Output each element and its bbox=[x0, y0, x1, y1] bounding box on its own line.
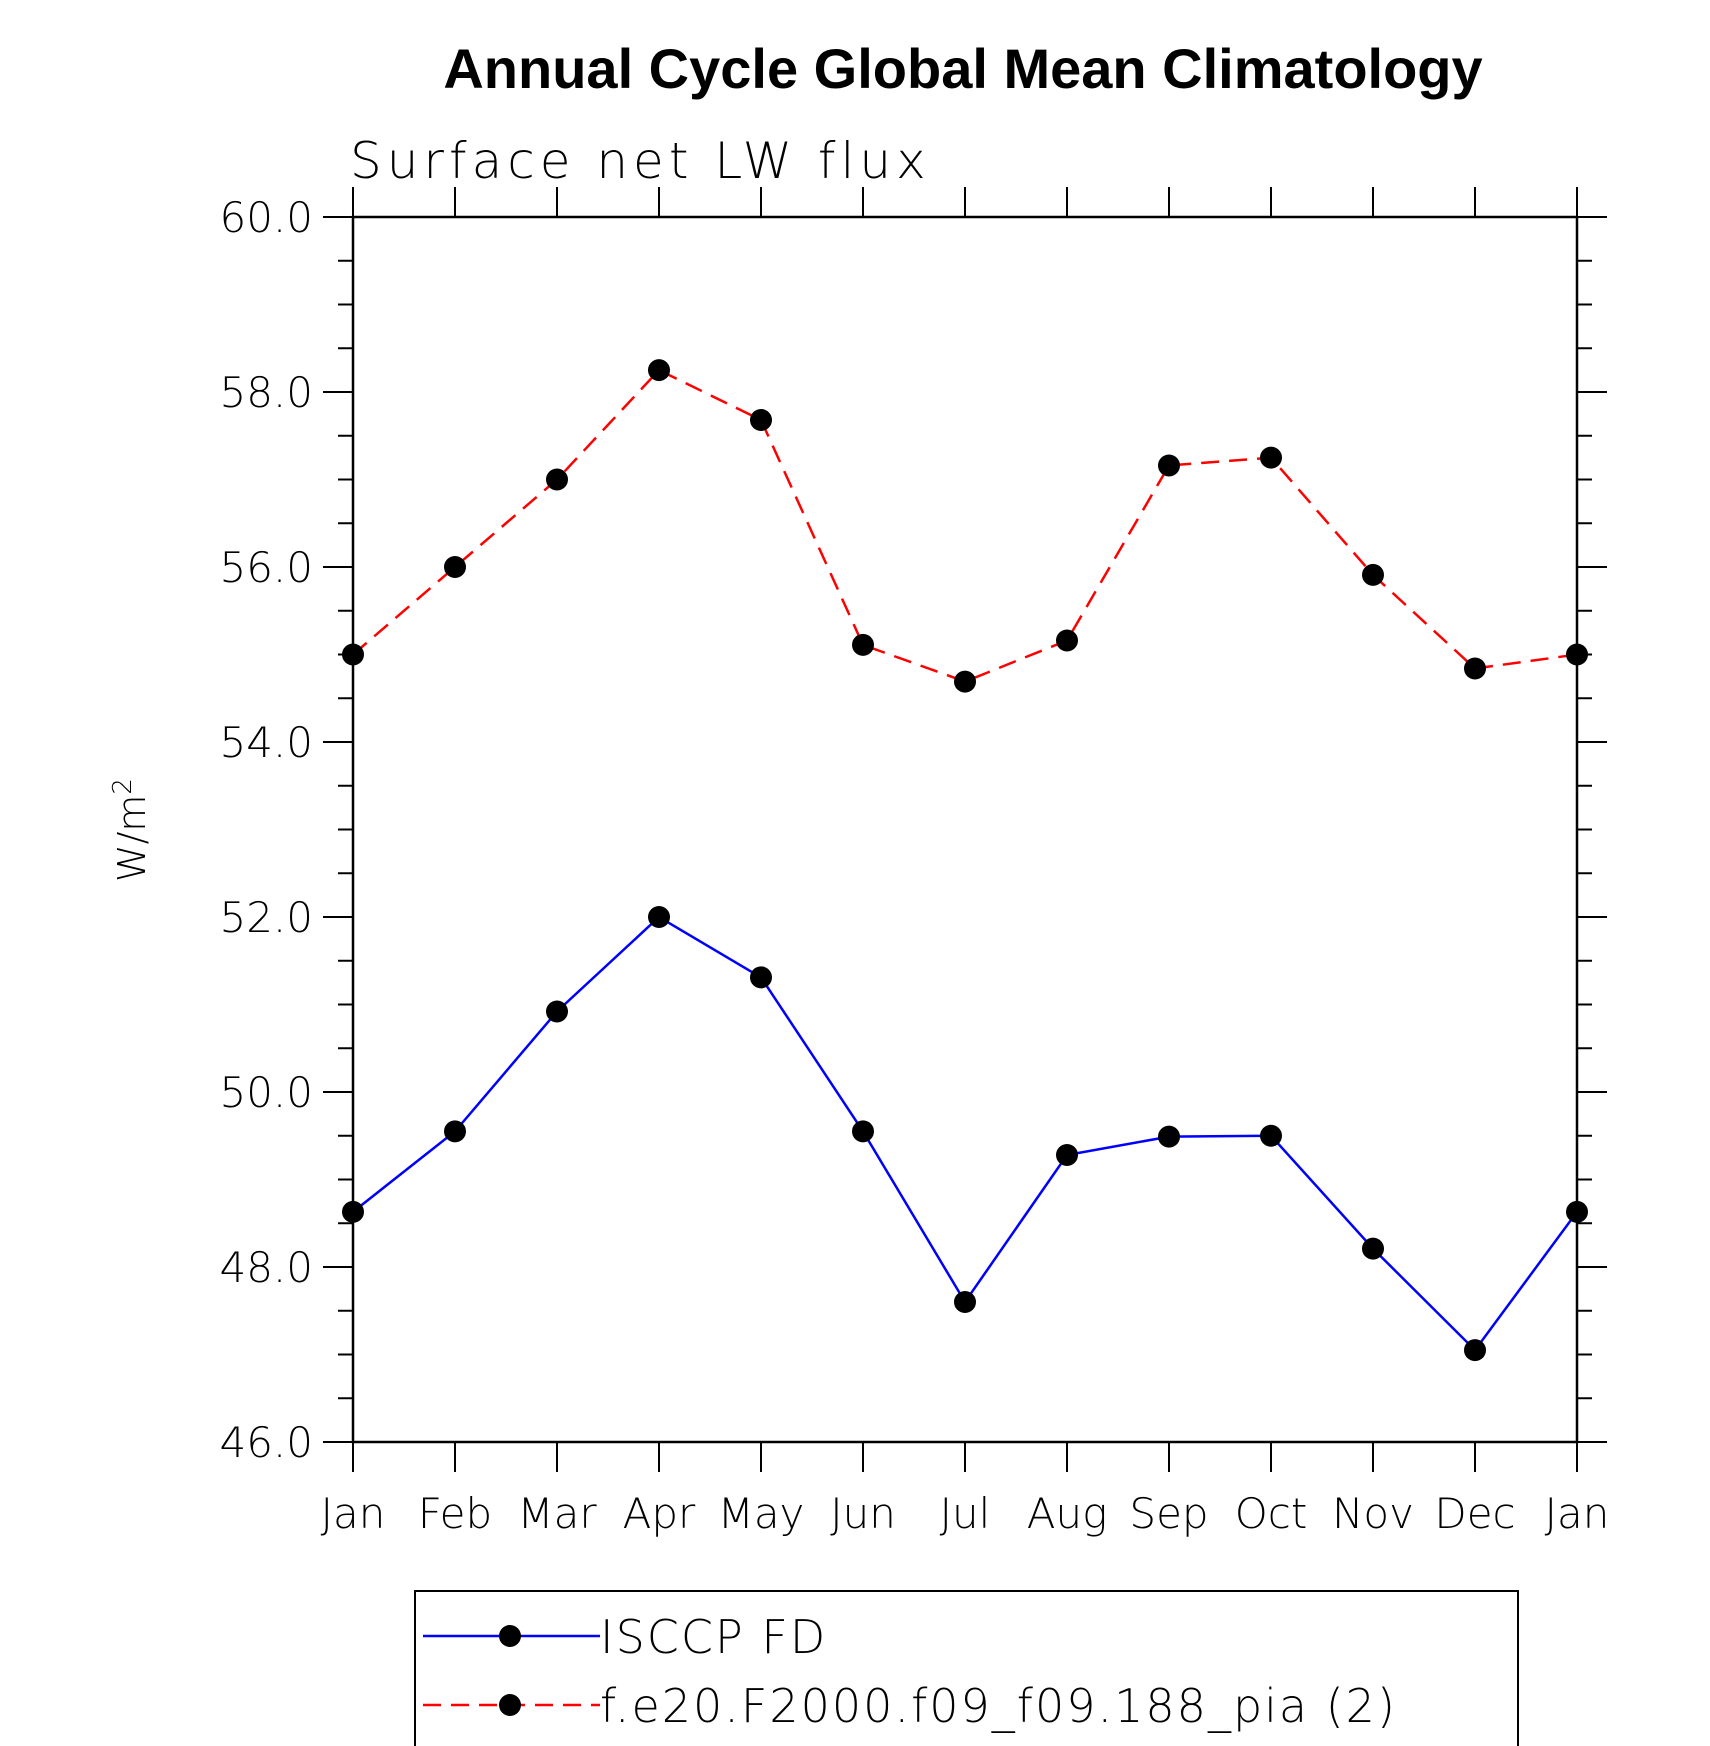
data-point-1 bbox=[1464, 657, 1486, 680]
x-tick-label: May bbox=[718, 1489, 805, 1538]
data-point-0 bbox=[852, 1120, 874, 1143]
x-tick-label: Apr bbox=[623, 1489, 696, 1538]
data-point-0 bbox=[750, 966, 772, 989]
plot-frame bbox=[351, 215, 1579, 1444]
data-point-1 bbox=[852, 633, 874, 656]
y-axis-title-superscript: 2 bbox=[108, 778, 138, 795]
x-tick-label: Dec bbox=[1434, 1489, 1515, 1538]
data-point-1 bbox=[1158, 454, 1180, 477]
legend-label-1: f.e20.F2000.f09_f09.188_pia (2) bbox=[600, 1679, 1397, 1733]
legend: ISCCP FD f.e20.F2000.f09_f09.188_pia (2) bbox=[414, 1590, 1519, 1746]
chart-title: Annual Cycle Global Mean Climatology bbox=[443, 37, 1482, 100]
x-tick-label: Aug bbox=[1027, 1489, 1108, 1538]
data-point-0 bbox=[444, 1120, 466, 1143]
x-tick-label: Oct bbox=[1235, 1489, 1308, 1538]
data-point-0 bbox=[342, 1200, 364, 1223]
data-point-1 bbox=[1566, 643, 1588, 666]
data-point-1 bbox=[954, 670, 976, 693]
y-tick-label: 56.0 bbox=[219, 543, 313, 592]
data-point-1 bbox=[1260, 446, 1282, 469]
x-tick-label: Feb bbox=[418, 1489, 492, 1538]
legend-swatch-marker-0 bbox=[499, 1625, 521, 1647]
y-tick-label: 50.0 bbox=[219, 1068, 313, 1117]
x-tick-label: Jan bbox=[1545, 1489, 1610, 1538]
y-tick-label: 52.0 bbox=[219, 893, 313, 942]
legend-swatch-marker-1 bbox=[499, 1694, 521, 1716]
svg-text:W/m2: W/m2 bbox=[108, 778, 154, 882]
chart-subtitle: Surface net LW flux bbox=[350, 132, 931, 190]
data-point-0 bbox=[1464, 1339, 1486, 1362]
data-point-0 bbox=[1056, 1144, 1078, 1166]
x-tick-label: Mar bbox=[517, 1489, 597, 1538]
data-point-0 bbox=[648, 906, 670, 928]
x-tick-label: Jan bbox=[321, 1489, 386, 1538]
data-point-0 bbox=[1260, 1124, 1282, 1147]
x-tick-label: Nov bbox=[1332, 1489, 1414, 1538]
legend-box bbox=[414, 1590, 1519, 1746]
data-point-1 bbox=[546, 468, 568, 491]
x-tick-label: Sep bbox=[1129, 1489, 1208, 1538]
data-point-1 bbox=[444, 556, 466, 578]
axes: 46.0 48.0 50.0 52.0 54.0 56.0 58.0 60.0 Jan Feb Ma… bbox=[219, 187, 1609, 1538]
y-axis-title: W/m2 bbox=[108, 778, 154, 882]
y-tick-label: 54.0 bbox=[219, 718, 313, 767]
x-tick-label: Jul bbox=[940, 1489, 991, 1538]
series-line-0 bbox=[352, 915, 1579, 1353]
data-point-1 bbox=[342, 643, 364, 666]
y-tick-label: 58.0 bbox=[219, 368, 313, 417]
y-axis-title-text: W/m bbox=[110, 795, 154, 882]
series-layer bbox=[342, 359, 1588, 1362]
data-point-0 bbox=[1362, 1237, 1384, 1260]
y-tick-label: 46.0 bbox=[219, 1418, 313, 1467]
data-point-1 bbox=[648, 359, 670, 382]
y-tick-label: 60.0 bbox=[219, 193, 313, 242]
data-point-1 bbox=[1362, 563, 1384, 586]
data-point-1 bbox=[750, 409, 772, 431]
legend-label-0: ISCCP FD bbox=[600, 1610, 827, 1664]
data-point-0 bbox=[1158, 1125, 1180, 1148]
y-tick-label: 48.0 bbox=[219, 1243, 313, 1292]
series-line-1 bbox=[352, 368, 1578, 683]
data-point-0 bbox=[1566, 1200, 1588, 1223]
data-point-0 bbox=[954, 1291, 976, 1313]
data-point-1 bbox=[1056, 629, 1078, 652]
data-point-0 bbox=[546, 1000, 568, 1023]
x-tick-label: Jun bbox=[830, 1489, 896, 1538]
